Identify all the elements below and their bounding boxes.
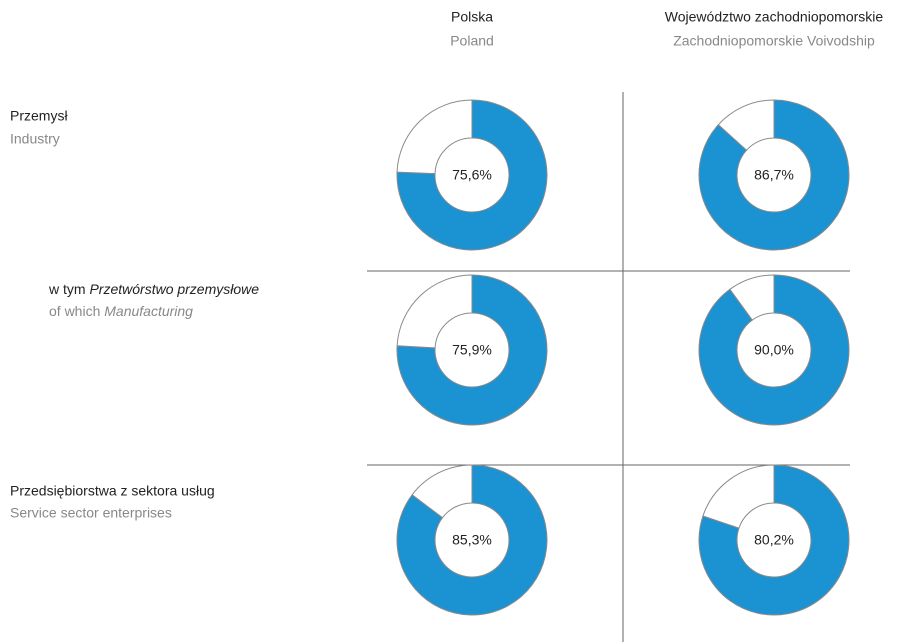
column-header-en: Poland xyxy=(450,33,494,49)
donut-slice xyxy=(698,99,850,251)
donut-slice xyxy=(396,274,548,426)
data-label: 90,0% xyxy=(754,342,794,358)
donut-slice xyxy=(396,464,548,616)
donut-slice xyxy=(698,274,850,426)
donut-slice xyxy=(396,274,473,349)
donut-slice xyxy=(411,464,473,519)
donut-slice xyxy=(717,99,775,151)
column-header-en: Zachodniopomorskie Voivodship xyxy=(673,33,875,49)
row-label: Przedsiębiorstwa z sektora usług xyxy=(10,483,215,499)
donut-slice xyxy=(698,464,850,616)
row-label-part: Manufacturing xyxy=(104,303,193,319)
donut-slice xyxy=(396,99,473,175)
donut-slice xyxy=(729,274,775,321)
row-label-en: of which Manufacturing xyxy=(49,303,193,319)
data-label: 80,2% xyxy=(754,532,794,548)
row-label: Przemysł xyxy=(10,108,68,124)
column-header: Województwo zachodniopomorskie xyxy=(665,9,884,25)
row-label-en: Industry xyxy=(10,131,60,147)
column-header: Polska xyxy=(451,9,493,25)
data-label: 75,9% xyxy=(452,342,492,358)
donut-slice xyxy=(396,99,548,251)
donut-slice xyxy=(702,464,775,529)
row-label-en: Service sector enterprises xyxy=(10,505,172,521)
data-label: 86,7% xyxy=(754,167,794,183)
data-label: 85,3% xyxy=(452,532,492,548)
row-label: w tym Przetwórstwo przemysłowe xyxy=(48,281,259,297)
row-label-part: w tym xyxy=(48,281,86,297)
row-label-part: of which xyxy=(49,303,100,319)
row-label-part: Przetwórstwo przemysłowe xyxy=(89,281,259,297)
data-label: 75,6% xyxy=(452,167,492,183)
